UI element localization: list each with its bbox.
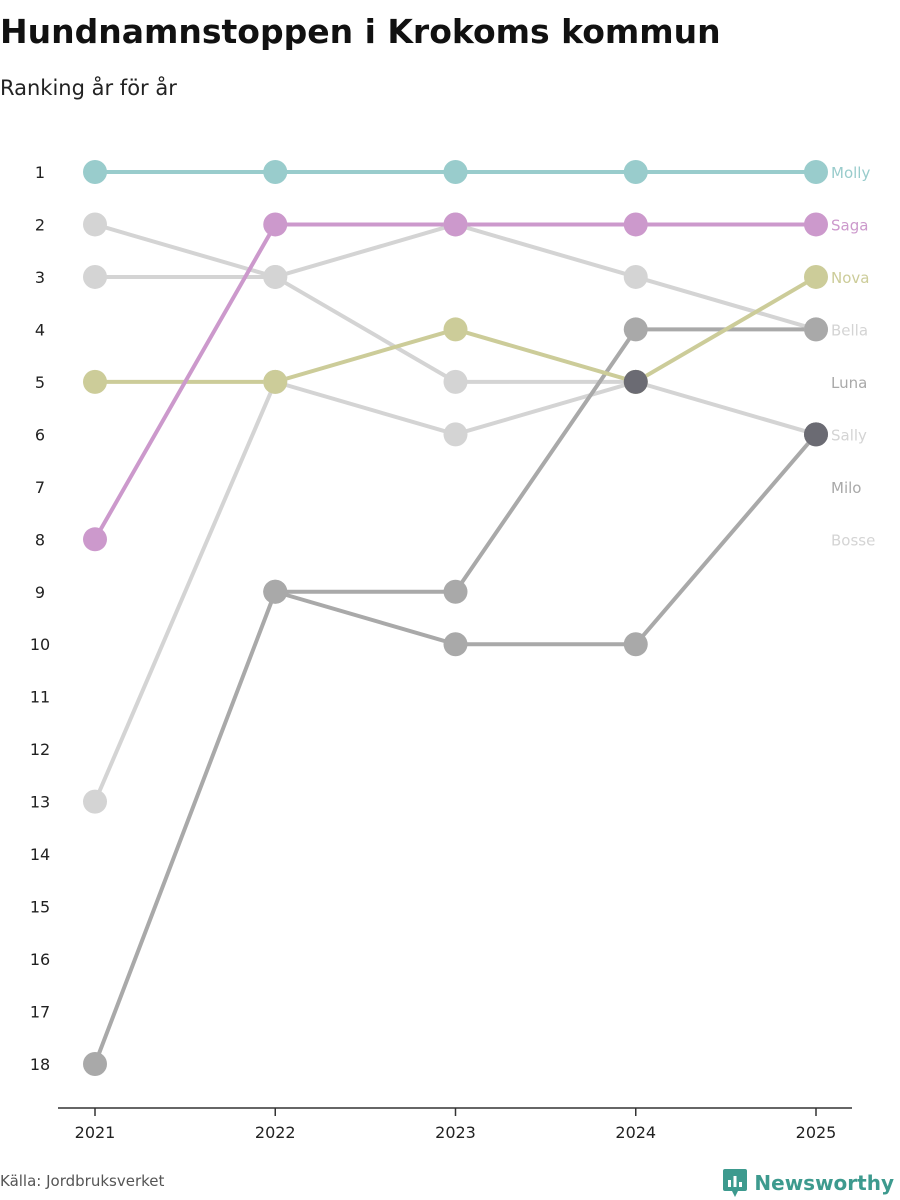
series-line-nova-2023 [453, 327, 638, 384]
point-milo-2023 [443, 632, 468, 657]
point-saga-2023 [443, 212, 468, 237]
series-line-milo-2022 [273, 589, 458, 647]
point-bosse-2021 [83, 264, 107, 289]
y-tick-label-13: 13 [30, 793, 50, 812]
point-nova-2023 [443, 317, 468, 342]
y-tick-label-12: 12 [30, 740, 50, 759]
point-bella-2023 [443, 579, 468, 604]
end-label-milo: Milo [831, 479, 861, 497]
end-label-molly: Molly [831, 164, 870, 182]
series-line-sally-2022 [273, 274, 458, 384]
point-nova-2022 [263, 369, 288, 394]
point-molly-2021 [83, 160, 107, 184]
x-tick-label-2025: 2025 [796, 1123, 837, 1142]
brand-logo[interactable]: Newsworthy [722, 1168, 894, 1198]
y-tick-label-7: 7 [35, 478, 45, 497]
y-tick-label-9: 9 [35, 583, 45, 602]
end-label-luna: Luna [831, 374, 867, 392]
point-molly-2023 [443, 160, 468, 184]
y-tick-label-18: 18 [30, 1055, 50, 1074]
chart-title: Hundnamnstoppen i Krokoms kommun [0, 12, 721, 51]
series-line-luna-2023 [453, 379, 638, 437]
series-line-bosse-2023 [453, 222, 638, 279]
series-line-bella-2023 [453, 327, 638, 594]
x-tick-label-2022: 2022 [255, 1123, 296, 1142]
point-molly-2025 [804, 160, 828, 184]
y-tick-label-11: 11 [30, 688, 50, 707]
point-molly-2022 [263, 160, 288, 184]
y-tick-label-5: 5 [35, 373, 45, 392]
end-label-saga: Saga [831, 216, 868, 234]
y-tick-label-10: 10 [30, 635, 50, 654]
y-tick-label-8: 8 [35, 530, 45, 549]
series-line-luna-2022 [273, 379, 458, 437]
y-tick-label-17: 17 [30, 1003, 50, 1022]
point-saga-2025 [804, 212, 828, 237]
point-sally-2021 [83, 212, 107, 237]
point-bosse-2024 [623, 264, 648, 289]
end-label-bella: Bella [831, 321, 868, 339]
brand-name: Newsworthy [754, 1171, 894, 1195]
chart-subtitle: Ranking år för år [0, 76, 177, 100]
series-line-milo-2024 [633, 432, 818, 647]
series-line-nova-2022 [273, 327, 458, 384]
series-line-nova-2024 [633, 274, 818, 384]
y-tick-label-4: 4 [35, 320, 45, 339]
y-tick-label-15: 15 [30, 898, 50, 917]
y-tick-label-6: 6 [35, 425, 45, 444]
point-bella-2024 [623, 317, 648, 342]
point-molly-2024 [623, 160, 648, 184]
point-nova-2021 [83, 369, 107, 394]
point-highlight-2025-rank-6 [804, 422, 828, 447]
point-saga-2022 [263, 212, 288, 237]
y-tick-label-1: 1 [35, 163, 45, 182]
point-sally-2022 [263, 264, 288, 289]
y-tick-label-2: 2 [35, 215, 45, 234]
y-tick-label-14: 14 [30, 845, 50, 864]
y-tick-label-16: 16 [30, 950, 50, 969]
x-tick-label-2024: 2024 [615, 1123, 656, 1142]
point-bella-2021 [83, 1052, 107, 1076]
point-bella-2025 [804, 317, 828, 342]
series-line-bosse-2022 [273, 222, 458, 279]
series-line-bella-2021 [93, 589, 278, 1066]
point-sally-2023 [443, 369, 468, 394]
point-luna-2021 [83, 789, 107, 814]
point-saga-2021 [83, 527, 107, 552]
newsworthy-logo-icon [723, 1169, 748, 1197]
point-milo-2022 [263, 579, 288, 604]
series-line-saga-2021 [93, 222, 278, 542]
point-milo-2024 [623, 632, 648, 657]
x-tick-label-2021: 2021 [75, 1123, 116, 1142]
end-label-nova: Nova [831, 269, 869, 287]
point-highlight-2024-rank-5 [623, 369, 648, 394]
point-nova-2025 [804, 264, 828, 289]
end-label-sally: Sally [831, 426, 867, 444]
series-line-sally-2024 [633, 379, 818, 437]
y-tick-label-3: 3 [35, 268, 45, 287]
series-line-sally-2021 [93, 222, 278, 279]
end-label-bosse: Bosse [831, 531, 875, 549]
point-luna-2023 [443, 422, 468, 447]
source-note: Källa: Jordbruksverket [0, 1172, 165, 1190]
series-line-bosse-2024 [633, 274, 818, 332]
x-tick-label-2023: 2023 [435, 1123, 476, 1142]
series-line-luna-2021 [93, 379, 278, 804]
point-saga-2024 [623, 212, 648, 237]
